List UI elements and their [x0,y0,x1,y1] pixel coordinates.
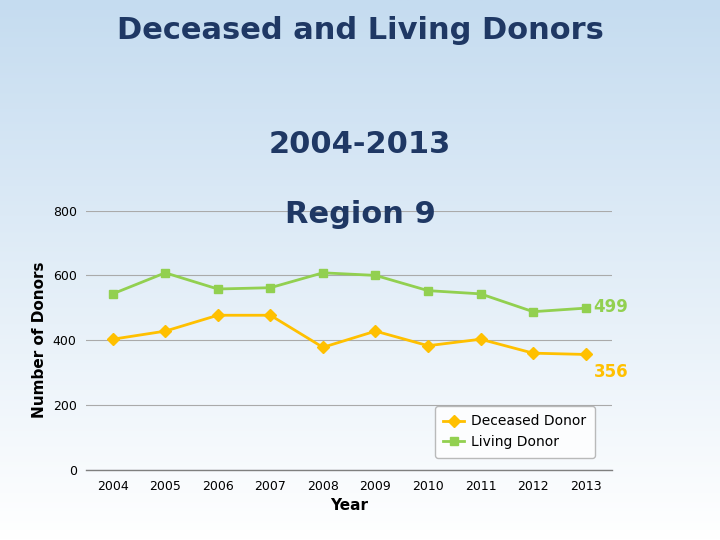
Text: 2004-2013: 2004-2013 [269,130,451,159]
Legend: Deceased Donor, Living Donor: Deceased Donor, Living Donor [435,406,595,458]
X-axis label: Year: Year [330,498,368,513]
Text: 499: 499 [593,299,629,316]
Text: Deceased and Living Donors: Deceased and Living Donors [117,16,603,45]
Text: 356: 356 [593,363,629,381]
Text: Region 9: Region 9 [284,200,436,229]
Y-axis label: Number of Donors: Number of Donors [32,262,47,418]
